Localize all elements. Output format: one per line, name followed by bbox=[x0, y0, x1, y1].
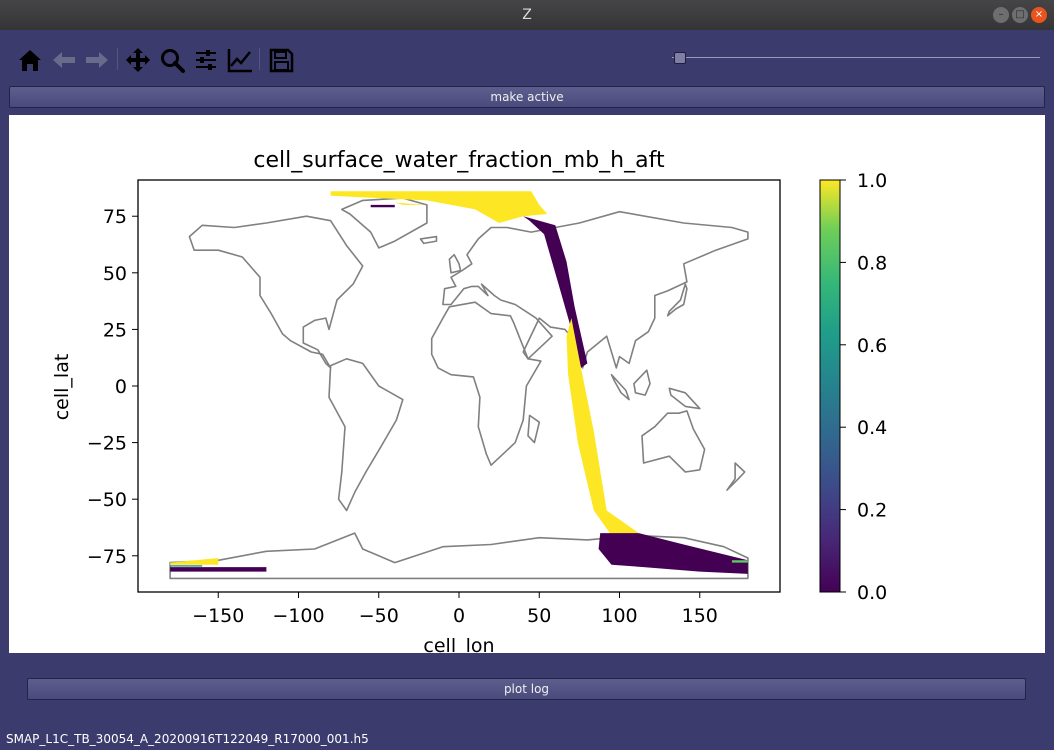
coastline-borneo bbox=[633, 369, 651, 396]
subplot-config-icon[interactable] bbox=[192, 46, 220, 74]
toolbar-separator bbox=[259, 48, 260, 70]
x-tick-label: 50 bbox=[527, 605, 551, 627]
zoom-magnifier-icon[interactable] bbox=[158, 46, 186, 74]
colorbar-ticks: 0.0 0.2 0.4 0.6 0.8 1.0 bbox=[840, 170, 887, 604]
toolbar-separator bbox=[117, 48, 118, 70]
coastline-layer bbox=[169, 197, 749, 580]
x-tick-label: −50 bbox=[359, 605, 399, 627]
swath-cell-edge-high bbox=[731, 560, 748, 563]
edit-axis-line-icon[interactable] bbox=[226, 46, 254, 74]
coastline-new-guinea bbox=[668, 387, 701, 410]
swath-cell-wrap-mid bbox=[170, 565, 203, 567]
plot-log-button[interactable]: plot log bbox=[27, 678, 1026, 700]
coastline-eurasia bbox=[442, 210, 749, 369]
forward-arrow-icon[interactable] bbox=[83, 46, 111, 74]
save-floppy-icon[interactable] bbox=[267, 46, 295, 74]
swath-cell-greenland bbox=[370, 204, 395, 208]
navigation-toolbar bbox=[0, 30, 1054, 84]
coastline-greenland bbox=[340, 197, 428, 249]
minimize-button[interactable]: – bbox=[993, 7, 1009, 23]
y-tick-label: 50 bbox=[103, 263, 127, 285]
x-tick-label: −100 bbox=[272, 605, 324, 627]
colorbar-tick-label: 0.2 bbox=[857, 500, 887, 522]
y-tick-label: −50 bbox=[87, 489, 127, 511]
x-axis-label: cell_lon bbox=[423, 635, 494, 653]
swath-cell-antarctica bbox=[598, 533, 748, 574]
x-tick-label: 100 bbox=[601, 605, 637, 627]
chart-title: cell_surface_water_fraction_mb_h_aft bbox=[253, 148, 665, 173]
x-tick-label: 0 bbox=[453, 605, 465, 627]
time-slider[interactable] bbox=[672, 50, 1040, 64]
close-button[interactable]: × bbox=[1031, 7, 1047, 23]
back-arrow-icon[interactable] bbox=[50, 46, 78, 74]
colorbar-tick-label: 1.0 bbox=[857, 170, 887, 192]
swath-cell-asia-land bbox=[523, 216, 588, 368]
colorbar bbox=[819, 179, 841, 593]
y-tick-label: 25 bbox=[103, 319, 127, 341]
x-tick-label: −150 bbox=[192, 605, 244, 627]
heatmap-chart: cell_surface_water_fraction_mb_h_aft −15… bbox=[51, 148, 887, 653]
colorbar-tick-label: 0.0 bbox=[857, 582, 887, 604]
home-icon[interactable] bbox=[16, 46, 44, 74]
pan-move-icon[interactable] bbox=[124, 46, 152, 74]
swath-cell-wrap-yellow bbox=[170, 558, 219, 565]
slider-groove bbox=[672, 57, 1040, 58]
coastline-britain bbox=[448, 253, 462, 274]
y-tick-label: 75 bbox=[103, 206, 127, 228]
coastline-new-zealand bbox=[726, 462, 746, 491]
y-axis-label: cell_lat bbox=[51, 354, 73, 421]
coastline-madagascar bbox=[527, 414, 541, 444]
coastline-antarctica bbox=[169, 532, 749, 580]
swath-cell-arctic bbox=[330, 191, 548, 223]
x-tick-label: 150 bbox=[682, 605, 718, 627]
axes-frame bbox=[137, 179, 781, 593]
coastline-iceland bbox=[419, 235, 438, 245]
x-axis-ticks: −150 −100 −50 0 50 100 150 bbox=[192, 592, 718, 627]
colorbar-tick-label: 0.4 bbox=[857, 417, 887, 439]
coastline-japan bbox=[666, 283, 688, 317]
colorbar-tick-label: 0.8 bbox=[857, 252, 887, 274]
colorbar-tick-label: 0.6 bbox=[857, 335, 887, 357]
swath-data-layer bbox=[170, 191, 748, 574]
coastline-africa bbox=[430, 301, 542, 467]
make-active-button[interactable]: make active bbox=[9, 86, 1045, 108]
slider-handle[interactable] bbox=[674, 52, 686, 64]
coastline-south-america bbox=[328, 358, 404, 512]
plot-canvas[interactable]: cell_surface_water_fraction_mb_h_aft −15… bbox=[9, 115, 1045, 653]
coastline-australia bbox=[641, 410, 706, 473]
window-title: Z bbox=[522, 7, 532, 23]
y-tick-label: −75 bbox=[87, 546, 127, 568]
maximize-button[interactable]: □ bbox=[1012, 7, 1028, 23]
window-titlebar: Z – □ × bbox=[0, 0, 1054, 30]
coastline-north-america bbox=[188, 215, 364, 369]
y-tick-label: −25 bbox=[87, 433, 127, 455]
y-tick-label: 0 bbox=[115, 376, 127, 398]
y-axis-ticks: −75 −50 −25 0 25 50 75 bbox=[87, 206, 138, 568]
swath-cell-arctic-edge bbox=[394, 202, 427, 205]
coastline-sumatra bbox=[610, 373, 630, 401]
swath-cell-wrap-zero bbox=[170, 567, 267, 572]
swath-cell-indian-ocean bbox=[566, 318, 639, 536]
status-filename: SMAP_L1C_TB_30054_A_20200916T122049_R170… bbox=[6, 732, 369, 746]
